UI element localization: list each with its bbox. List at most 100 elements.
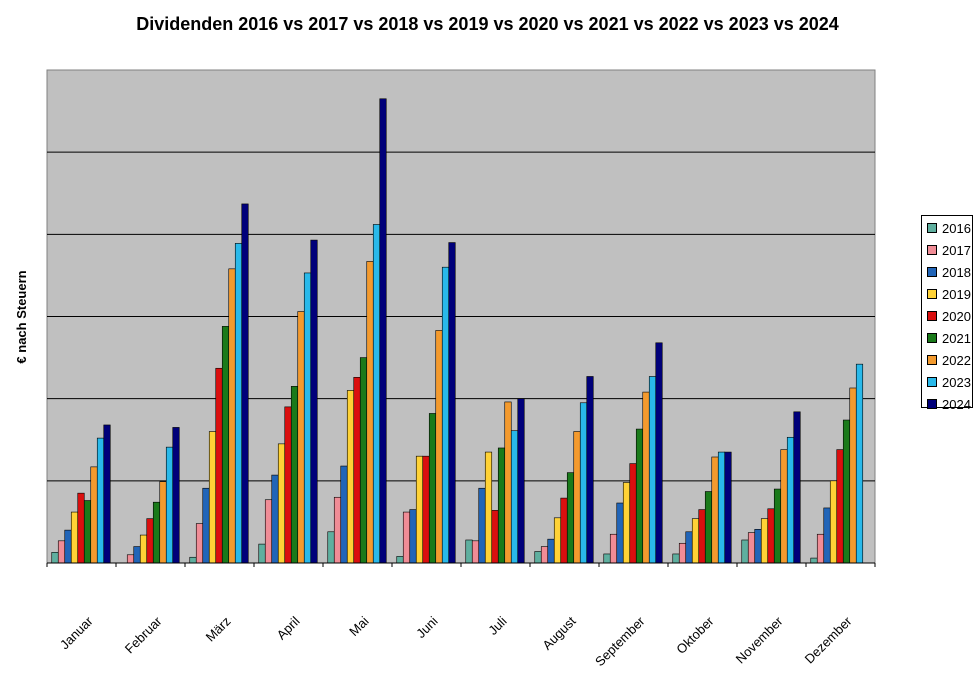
- bar-2024-januar: [103, 424, 111, 564]
- bar-2019-januar: [70, 511, 79, 564]
- legend-item-2021: 2021: [927, 330, 971, 346]
- bar-2017-januar: [57, 540, 66, 564]
- bar-2018-oktober: [685, 531, 693, 564]
- legend-swatch: [927, 355, 937, 365]
- legend-item-2019: 2019: [927, 286, 971, 302]
- bar-2018-juni: [409, 509, 417, 564]
- bar-2024-februar: [172, 427, 180, 564]
- bar-2024-august: [586, 376, 594, 564]
- bar-2021-februar: [152, 501, 161, 564]
- bar-2022-dezember: [849, 387, 857, 564]
- bar-2020-juni: [422, 455, 430, 564]
- legend-item-2016: 2016: [927, 220, 971, 236]
- legend-label: 2022: [942, 352, 971, 368]
- bar-2021-dezember: [842, 419, 851, 564]
- bar-2021-märz: [221, 326, 230, 564]
- bar-2023-juni: [441, 266, 450, 564]
- bar-2018-april: [271, 474, 279, 564]
- bar-2018-dezember: [823, 507, 831, 564]
- bar-2017-februar: [126, 554, 135, 564]
- bar-2017-dezember: [816, 533, 825, 564]
- x-tick-label-mai: Mai: [346, 613, 371, 638]
- bar-2022-august: [573, 431, 581, 564]
- legend-item-2018: 2018: [927, 264, 971, 280]
- legend-label: 2018: [942, 264, 971, 280]
- y-axis-label: € nach Steuern: [14, 270, 29, 363]
- bar-2024-juni: [448, 242, 456, 564]
- bar-2021-juni: [428, 413, 437, 564]
- legend-swatch: [927, 399, 937, 409]
- bar-2022-januar: [90, 466, 98, 564]
- bar-2020-juli: [491, 510, 499, 564]
- bar-2017-mai: [333, 496, 342, 564]
- bar-2017-juni: [402, 511, 411, 564]
- x-tick-label-juni: Juni: [413, 613, 441, 641]
- bar-2018-februar: [133, 546, 141, 564]
- bar-2018-märz: [202, 487, 210, 564]
- bar-2016-märz: [189, 556, 197, 564]
- bar-2018-juli: [478, 487, 486, 564]
- x-tick-label-september: September: [592, 613, 648, 669]
- bar-2022-april: [297, 311, 305, 564]
- legend-item-2020: 2020: [927, 308, 971, 324]
- legend-label: 2019: [942, 286, 971, 302]
- bar-2019-juni: [415, 455, 424, 564]
- bar-2023-november: [786, 436, 795, 564]
- bar-2022-mai: [366, 261, 374, 564]
- bar-2019-märz: [208, 431, 217, 564]
- bar-2018-januar: [64, 529, 72, 564]
- legend-swatch: [927, 377, 937, 387]
- legend-label: 2017: [942, 242, 971, 258]
- bar-2020-april: [284, 406, 292, 564]
- bar-2016-april: [258, 543, 266, 564]
- bar-2022-september: [642, 391, 650, 564]
- legend-label: 2024: [942, 396, 971, 412]
- bar-2019-april: [277, 443, 286, 564]
- bar-2023-april: [303, 272, 312, 564]
- bar-2020-oktober: [698, 509, 706, 564]
- bar-2024-juli: [517, 398, 525, 564]
- legend-label: 2016: [942, 220, 971, 236]
- bar-2017-oktober: [678, 542, 687, 564]
- bar-2019-juli: [484, 451, 493, 564]
- legend-item-2023: 2023: [927, 374, 971, 390]
- chart-title: Dividenden 2016 vs 2017 vs 2018 vs 2019 …: [136, 14, 839, 34]
- bar-2023-januar: [96, 437, 105, 564]
- bar-2017-april: [264, 499, 273, 564]
- legend-label: 2021: [942, 330, 971, 346]
- bar-2019-dezember: [829, 480, 838, 564]
- bar-2021-januar: [83, 500, 92, 564]
- legend-swatch: [927, 245, 937, 255]
- bar-2023-august: [579, 402, 588, 564]
- legend-swatch: [927, 289, 937, 299]
- bar-2021-april: [290, 386, 299, 564]
- legend-swatch: [927, 267, 937, 277]
- legend-swatch: [927, 333, 937, 343]
- bar-2023-juli: [510, 430, 519, 564]
- bar-2016-dezember: [810, 557, 818, 564]
- bar-2024-april: [310, 239, 318, 564]
- bar-2024-märz: [241, 203, 249, 564]
- bar-2024-mai: [379, 98, 387, 564]
- bar-2021-september: [635, 428, 644, 564]
- bar-2023-dezember: [855, 363, 864, 564]
- legend-label: 2020: [942, 308, 971, 324]
- bar-2017-november: [747, 532, 756, 564]
- bar-2022-märz: [228, 268, 236, 564]
- bar-2019-februar: [139, 534, 148, 564]
- bar-2017-juli: [471, 540, 480, 564]
- legend: 2016 2017 2018 2019 2020 2021 2022 2023 2024: [921, 215, 973, 412]
- bar-2020-september: [629, 463, 637, 564]
- bar-2023-september: [648, 376, 657, 564]
- bar-2020-januar: [77, 492, 85, 564]
- bar-2021-august: [566, 472, 575, 564]
- x-tick-label-januar: Januar: [57, 613, 96, 652]
- gridlines: [47, 151, 875, 482]
- bar-2022-oktober: [711, 456, 719, 564]
- bar-2022-februar: [159, 481, 167, 564]
- bar-2018-september: [616, 502, 624, 564]
- bar-2018-mai: [340, 465, 348, 564]
- bar-2016-oktober: [672, 553, 680, 564]
- legend-item-2022: 2022: [927, 352, 971, 368]
- bar-2017-august: [540, 546, 549, 564]
